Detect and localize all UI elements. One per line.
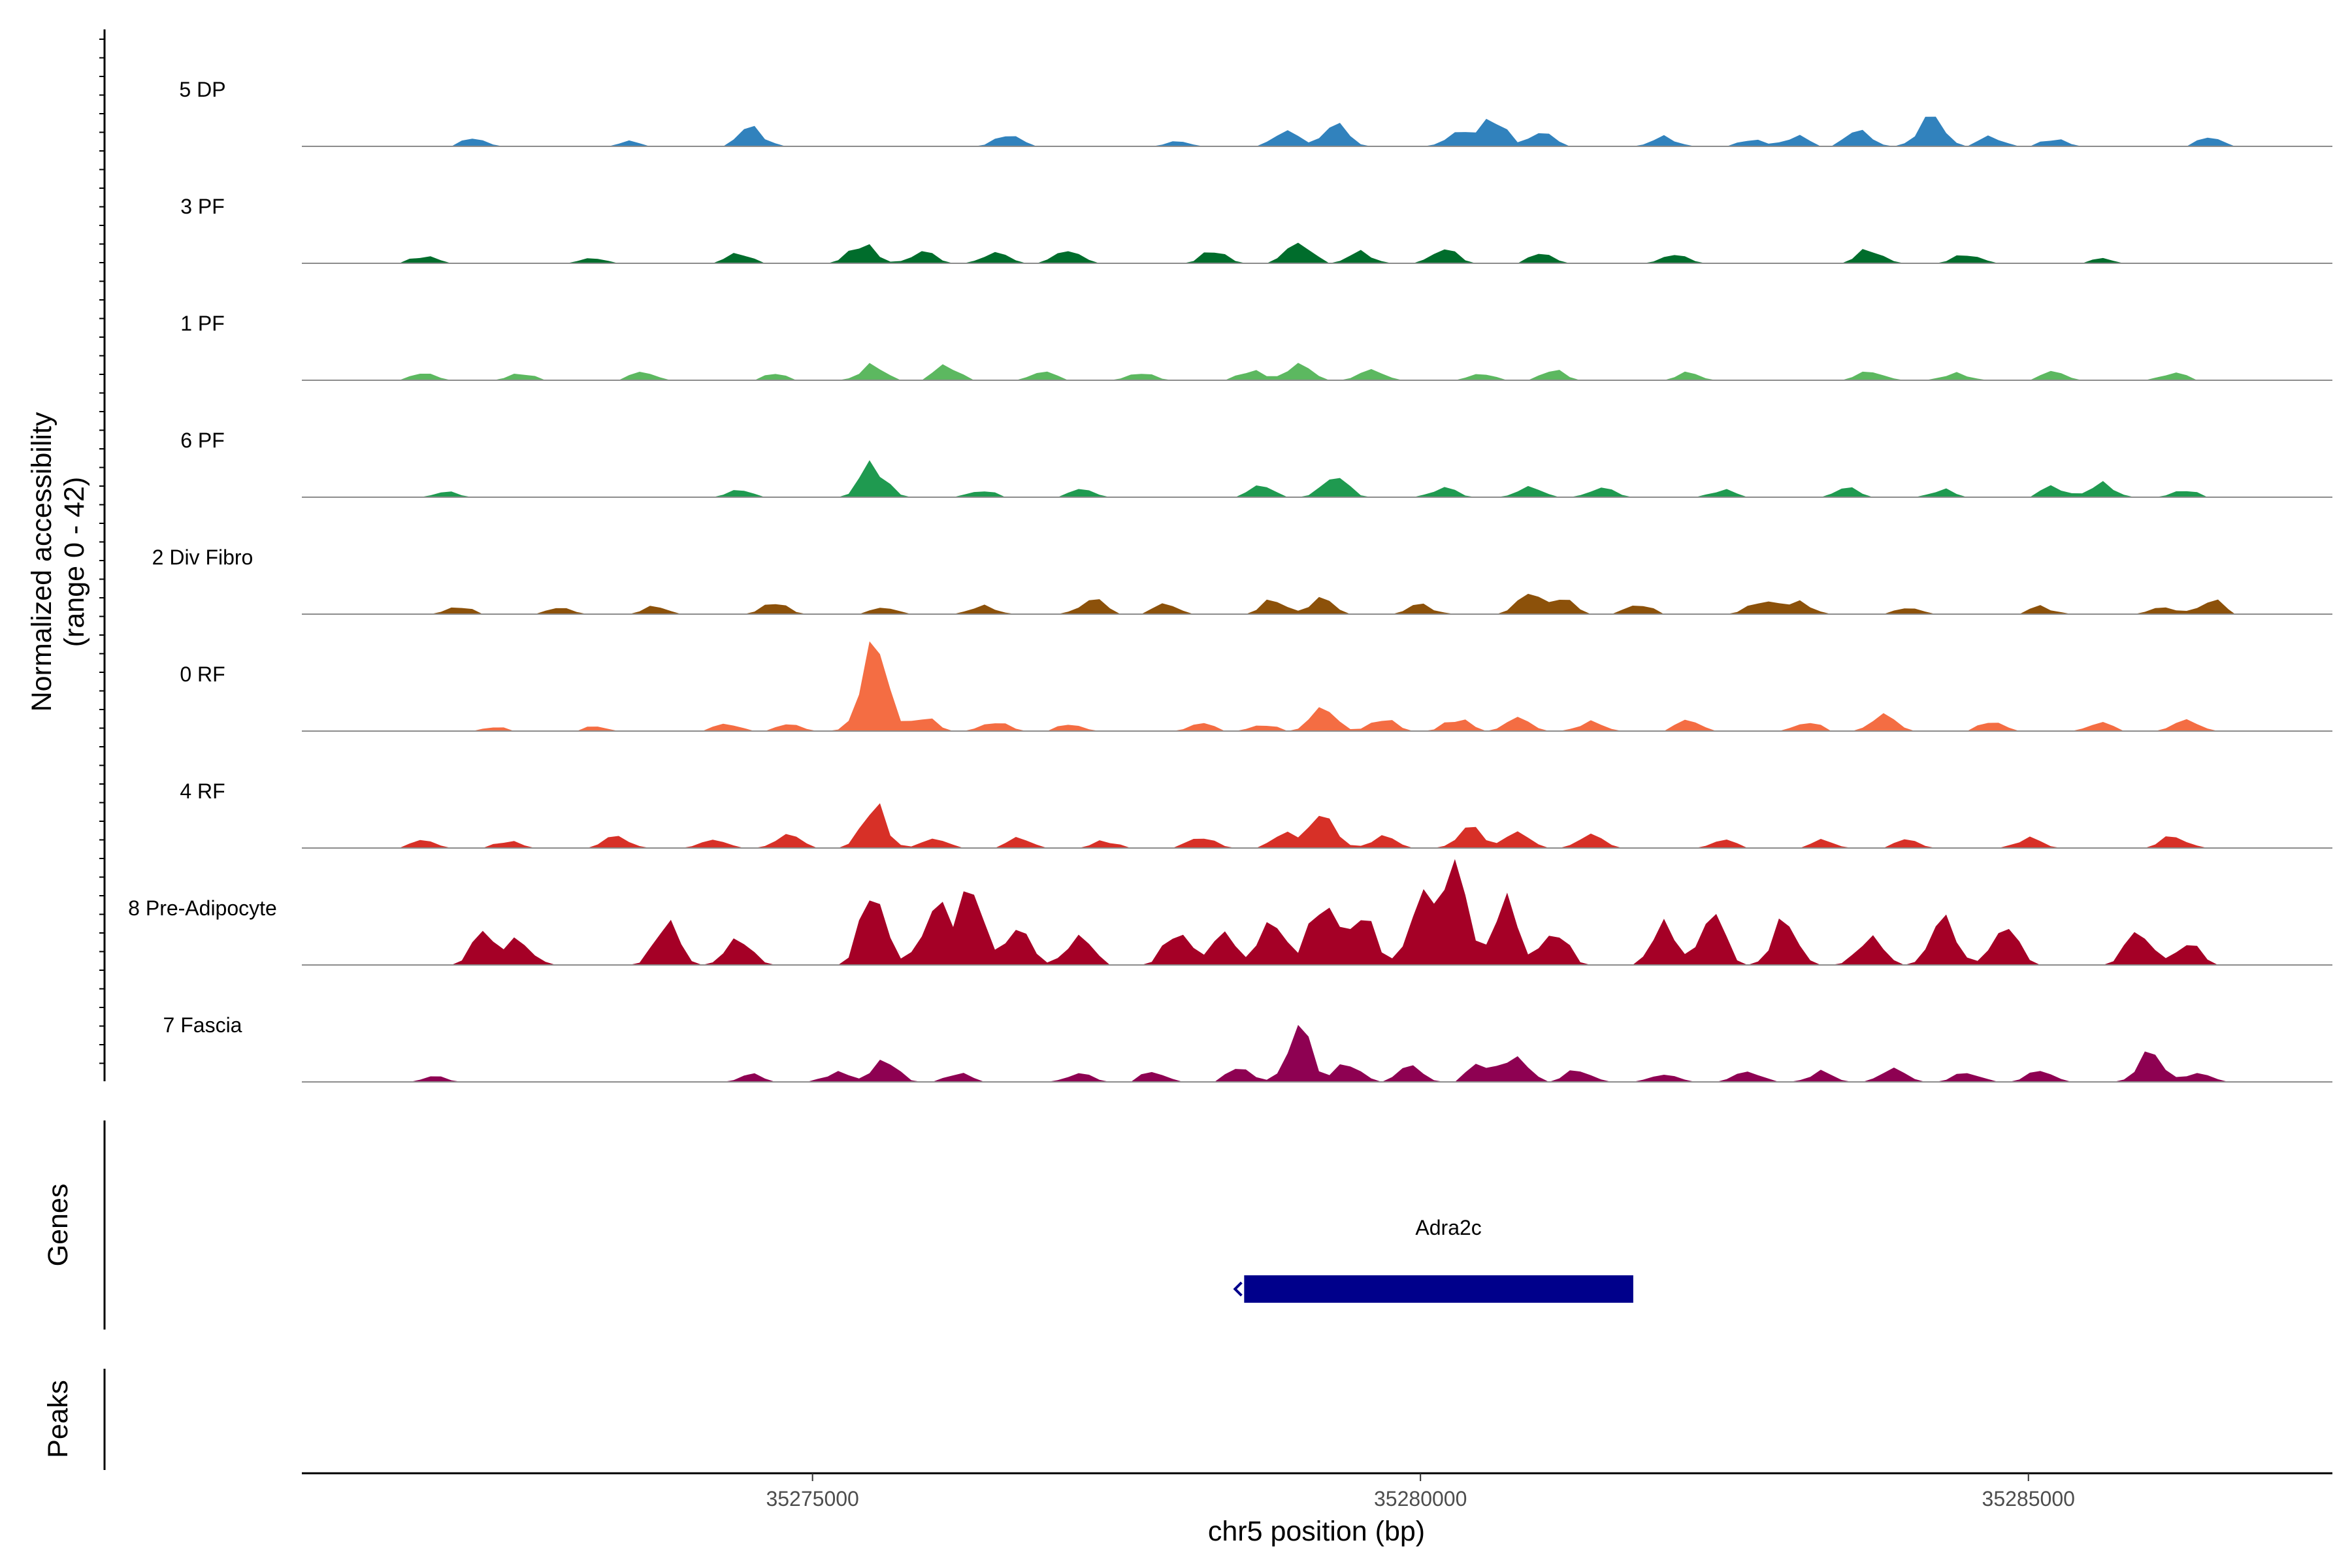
track-4: 2 Div Fibro [152, 546, 2332, 615]
track-1: 3 PF [180, 195, 2332, 264]
track-label: 2 Div Fibro [152, 546, 253, 569]
track-label: 0 RF [180, 662, 225, 686]
track-label: 7 Fascia [163, 1013, 242, 1037]
track-label: 8 Pre-Adipocyte [128, 896, 277, 920]
coverage-area [399, 1024, 2236, 1082]
x-tick-label: 35280000 [1374, 1487, 1467, 1511]
coverage-tracks: 5 DP 3 PF 1 PF 6 PF 2 Div Fibro 0 RF 4 RF 8 Pre… [128, 78, 2332, 1083]
x-tick-label: 35275000 [766, 1487, 858, 1511]
track-7: 8 Pre-Adipocyte [128, 858, 2332, 966]
gene-track: Adra2c [1233, 1216, 1633, 1303]
track-label: 1 PF [180, 312, 225, 335]
track-5: 0 RF [180, 641, 2332, 732]
track-6: 4 RF [180, 779, 2332, 849]
coverage-area [399, 858, 2236, 965]
coverage-y-ticks [99, 39, 105, 1064]
track-label: 3 PF [180, 195, 225, 218]
track-label: 4 RF [180, 779, 225, 803]
gene-body [1244, 1275, 1633, 1303]
coverage-area [399, 116, 2236, 146]
genes-panel-label: Genes [42, 1184, 74, 1267]
track-3: 6 PF [180, 429, 2332, 498]
peaks-panel-label: Peaks [42, 1380, 74, 1458]
y-axis-title-line1: Normalized accessibility [26, 412, 57, 711]
track-2: 1 PF [180, 312, 2332, 381]
coverage-area [399, 593, 2236, 614]
track-8: 7 Fascia [163, 1013, 2332, 1083]
y-axis-title-line2: (range 0 - 42) [59, 477, 90, 647]
track-0: 5 DP [179, 78, 2332, 147]
x-tick-label: 35285000 [1982, 1487, 2075, 1511]
gene-label: Adra2c [1415, 1216, 1481, 1239]
coverage-area [399, 460, 2236, 497]
x-axis-title: chr5 position (bp) [1208, 1516, 1425, 1547]
coverage-area [399, 242, 2236, 263]
strand-arrow-icon [1233, 1281, 1243, 1297]
coverage-area [399, 641, 2236, 731]
coverage-area [399, 363, 2236, 380]
track-label: 6 PF [180, 429, 225, 452]
track-label: 5 DP [179, 78, 225, 101]
x-axis-ticks: 35275000 35280000 35285000 [766, 1473, 2075, 1511]
coverage-area [399, 803, 2236, 848]
